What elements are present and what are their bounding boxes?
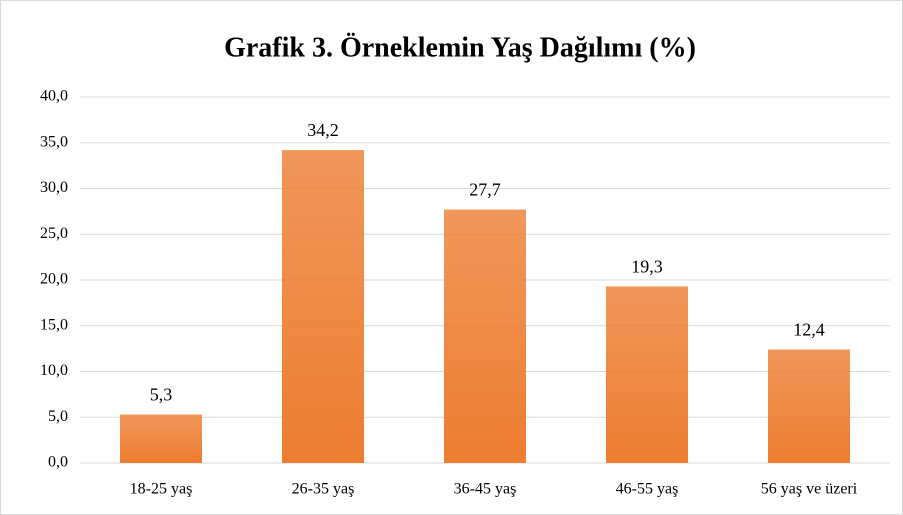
x-tick-label: 46-55 yaş <box>616 481 679 498</box>
x-tick-label: 26-35 yaş <box>292 481 355 498</box>
x-tick-label: 18-25 yaş <box>130 481 193 498</box>
y-tick-label: 15,0 <box>40 316 68 333</box>
chart-title: Grafik 3. Örneklemin Yaş Dağılımı (%) <box>224 32 696 63</box>
value-label: 19,3 <box>631 257 663 277</box>
x-tick-label: 36-45 yaş <box>454 481 517 498</box>
bar <box>444 209 526 463</box>
value-label: 27,7 <box>469 180 501 200</box>
y-tick-label: 5,0 <box>48 408 68 425</box>
y-tick-label: 40,0 <box>40 88 68 105</box>
y-tick-label: 10,0 <box>40 362 68 379</box>
bar <box>768 349 850 463</box>
value-label: 12,4 <box>793 320 825 340</box>
bar <box>606 286 688 463</box>
value-label: 5,3 <box>150 385 173 405</box>
bar <box>120 414 202 463</box>
y-tick-label: 25,0 <box>40 225 68 242</box>
value-label: 34,2 <box>307 120 339 140</box>
y-tick-label: 20,0 <box>40 271 68 288</box>
y-tick-label: 35,0 <box>40 133 68 150</box>
y-tick-label: 0,0 <box>48 454 68 471</box>
x-tick-label: 56 yaş ve üzeri <box>761 481 858 498</box>
y-tick-label: 30,0 <box>40 179 68 196</box>
bar <box>282 150 364 463</box>
